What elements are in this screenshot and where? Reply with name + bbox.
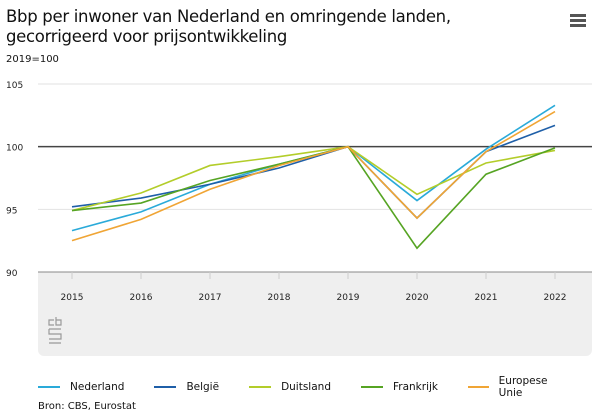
legend-swatch [467, 386, 489, 388]
y-tick-label: 100 [6, 144, 23, 154]
y-tick-label: 105 [6, 81, 23, 91]
x-tick-label: 2020 [406, 293, 429, 303]
legend: Nederland België Duitsland Frankrijk Europes… [38, 375, 600, 399]
legend-item[interactable]: België [154, 375, 219, 399]
x-tick-label: 2016 [130, 293, 153, 303]
x-tick-label: 2021 [475, 293, 498, 303]
x-tick-label: 2018 [268, 293, 291, 303]
x-axis-band [38, 272, 592, 356]
series-line-duitsland [71, 145, 556, 212]
title-line-2: gecorrigeerd voor prijsontwikkeling [6, 27, 288, 46]
legend-swatch [154, 386, 177, 388]
x-tick-label: 2019 [337, 293, 360, 303]
cbs-logo [48, 317, 62, 344]
series-line-belgië [71, 124, 556, 220]
legend-label: Europese Unie [498, 375, 548, 399]
legend-swatch [38, 386, 60, 388]
legend-label: Frankrijk [392, 381, 438, 393]
x-tick-label: 2017 [199, 293, 222, 303]
chart-title: Bbp per inwoner van Nederland en omringe… [6, 7, 451, 47]
legend-swatch [360, 386, 383, 388]
line-chart: 90 95 100 105 2015 2016 2017 2018 2019 2020 2021 20… [6, 81, 592, 356]
hamburger-menu-icon[interactable] [570, 14, 586, 28]
series-line-nederland [71, 104, 556, 232]
series-line-europese-unie [71, 110, 556, 242]
legend-label: Nederland [70, 381, 125, 393]
logo-mark [48, 317, 62, 344]
chart-subtitle: 2019=100 [6, 54, 59, 65]
legend-item[interactable]: Europese Unie [467, 375, 570, 399]
legend-item[interactable]: Nederland [38, 375, 124, 399]
x-tick-label: 2015 [61, 293, 84, 303]
y-tick-label: 95 [6, 206, 17, 216]
y-tick-label: 90 [6, 269, 18, 279]
legend-swatch [249, 386, 272, 388]
legend-item[interactable]: Duitsland [249, 375, 331, 399]
legend-label: België [186, 381, 220, 393]
x-tick-label: 2022 [544, 293, 567, 303]
legend-item[interactable]: Frankrijk [360, 375, 438, 399]
source-note: Bron: CBS, Eurostat [38, 401, 136, 412]
title-line-1: Bbp per inwoner van Nederland en omringe… [6, 7, 451, 26]
legend-label: Duitsland [281, 381, 331, 393]
